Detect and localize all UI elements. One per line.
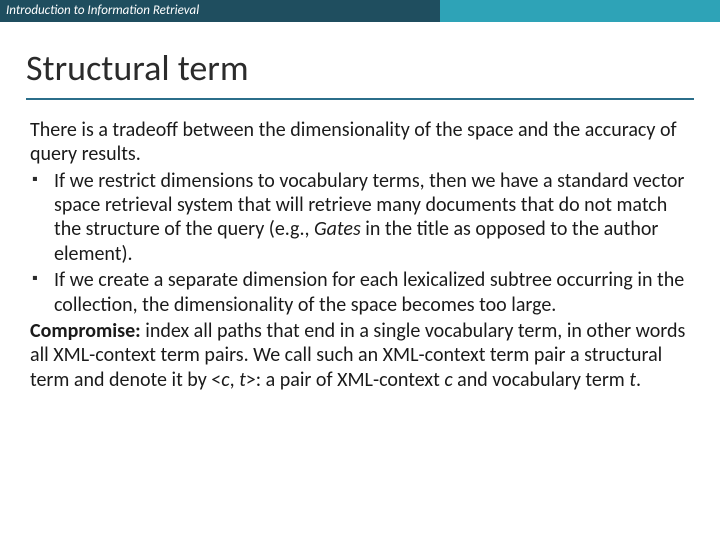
slide: Introduction to Information Retrieval St… (0, 0, 720, 540)
bullet-item: If we create a separate dimension for ea… (54, 268, 690, 317)
bullet-text-pre: If we create a separate dimension for ea… (54, 268, 684, 316)
compromise-mid: , (230, 368, 240, 392)
title-wrap: Structural term (0, 22, 720, 90)
header-bar: Introduction to Information Retrieval (0, 0, 720, 22)
compromise-post2: and vocabulary term (453, 368, 630, 392)
compromise-post1: >: a pair of XML-context (246, 368, 445, 392)
compromise-em4: t (629, 368, 636, 392)
header-teal-segment (440, 0, 720, 22)
intro-paragraph: There is a tradeoff between the dimensio… (30, 118, 690, 167)
compromise-em3: c (444, 368, 452, 392)
course-title: Introduction to Information Retrieval (6, 0, 199, 22)
slide-title: Structural term (26, 50, 694, 88)
compromise-em2: t (239, 368, 246, 392)
compromise-post3: . (636, 368, 641, 392)
compromise-paragraph: Compromise: index all paths that end in … (30, 319, 690, 392)
compromise-em1: c (221, 368, 229, 392)
bullet-item: If we restrict dimensions to vocabulary … (54, 169, 690, 267)
header-dark-segment: Introduction to Information Retrieval (0, 0, 440, 22)
bullet-list: If we restrict dimensions to vocabulary … (30, 169, 690, 317)
body-content: There is a tradeoff between the dimensio… (0, 100, 720, 392)
bullet-text-em: Gates (314, 217, 361, 241)
compromise-label: Compromise: (30, 319, 141, 343)
